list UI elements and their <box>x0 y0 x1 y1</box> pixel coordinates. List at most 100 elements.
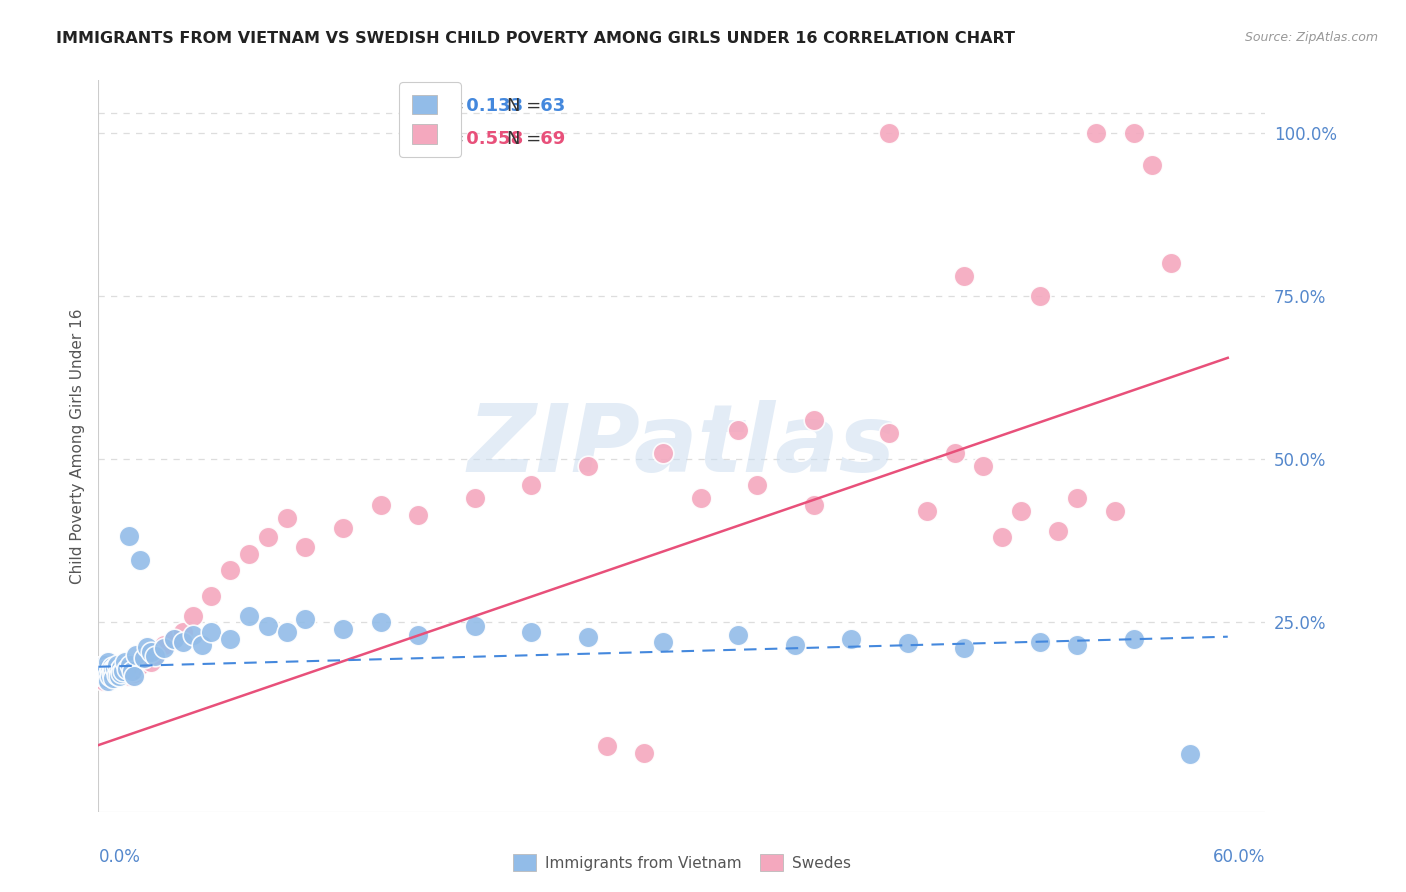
Point <box>464 491 486 506</box>
Point <box>1066 491 1088 506</box>
Point <box>93 666 115 681</box>
Point <box>115 661 138 675</box>
Text: R =: R = <box>432 97 470 115</box>
Point <box>98 665 121 679</box>
Point <box>89 665 111 679</box>
Point <box>1160 256 1182 270</box>
Point <box>93 674 115 689</box>
Point <box>100 671 122 685</box>
Point <box>121 659 143 673</box>
Point <box>120 657 142 672</box>
Text: N =: N = <box>508 97 547 115</box>
Point <box>877 126 900 140</box>
Point <box>803 413 825 427</box>
Point <box>121 665 143 679</box>
Point <box>105 659 128 673</box>
Point <box>104 661 127 675</box>
Point <box>128 553 150 567</box>
Y-axis label: Child Poverty Among Girls Under 16: Child Poverty Among Girls Under 16 <box>69 309 84 583</box>
Point <box>125 662 148 676</box>
Point <box>100 659 122 673</box>
Point <box>1010 504 1032 518</box>
Point <box>91 669 114 683</box>
Point <box>238 608 260 623</box>
Point <box>114 655 136 669</box>
Point <box>181 628 204 642</box>
Point <box>98 669 121 683</box>
Point <box>125 648 148 662</box>
Point <box>143 648 166 662</box>
Point <box>1085 126 1108 140</box>
Point <box>94 667 117 681</box>
Point <box>953 269 976 284</box>
Point <box>120 669 142 683</box>
Point <box>191 638 214 652</box>
Point <box>1142 158 1164 172</box>
Text: IMMIGRANTS FROM VIETNAM VS SWEDISH CHILD POVERTY AMONG GIRLS UNDER 16 CORRELATIO: IMMIGRANTS FROM VIETNAM VS SWEDISH CHILD… <box>56 31 1015 46</box>
Point <box>1028 635 1050 649</box>
Point <box>98 661 121 675</box>
Point <box>100 666 122 681</box>
Point <box>689 491 711 506</box>
Point <box>111 662 134 676</box>
Point <box>897 636 920 650</box>
Point <box>727 628 749 642</box>
Point <box>256 530 278 544</box>
Point <box>943 445 966 459</box>
Point <box>200 589 222 603</box>
Point <box>408 628 430 642</box>
Point <box>972 458 994 473</box>
Point <box>110 657 132 672</box>
Point <box>803 498 825 512</box>
Point <box>132 651 155 665</box>
Point <box>117 665 139 679</box>
Point <box>163 632 186 646</box>
Text: 0.133: 0.133 <box>460 97 523 115</box>
Point <box>1178 747 1201 762</box>
Point <box>332 622 354 636</box>
Point <box>1122 632 1144 646</box>
Point <box>332 521 354 535</box>
Text: 60.0%: 60.0% <box>1213 847 1265 865</box>
Point <box>633 746 655 760</box>
Legend: Immigrants from Vietnam, Swedes: Immigrants from Vietnam, Swedes <box>506 848 858 877</box>
Point <box>181 608 204 623</box>
Point <box>953 641 976 656</box>
Text: 69: 69 <box>534 130 565 148</box>
Point <box>276 511 298 525</box>
Point <box>172 635 194 649</box>
Point <box>143 649 166 664</box>
Point <box>108 665 131 679</box>
Point <box>100 666 122 681</box>
Point <box>139 655 162 669</box>
Point <box>595 739 617 754</box>
Point <box>115 662 138 676</box>
Point <box>105 657 128 672</box>
Point <box>219 563 242 577</box>
Point <box>117 529 139 543</box>
Text: 0.0%: 0.0% <box>98 847 141 865</box>
Point <box>103 662 125 676</box>
Point <box>408 508 430 522</box>
Point <box>1122 126 1144 140</box>
Point <box>93 657 115 672</box>
Text: N =: N = <box>508 130 547 148</box>
Point <box>122 666 145 681</box>
Point <box>1104 504 1126 518</box>
Point <box>1066 638 1088 652</box>
Point <box>139 645 162 659</box>
Point <box>464 618 486 632</box>
Text: Source: ZipAtlas.com: Source: ZipAtlas.com <box>1244 31 1378 45</box>
Point <box>219 632 242 646</box>
Text: 0.558: 0.558 <box>460 130 523 148</box>
Point <box>576 630 599 644</box>
Point <box>370 615 392 630</box>
Point <box>877 425 900 440</box>
Point <box>103 671 125 685</box>
Point <box>294 540 316 554</box>
Point <box>163 632 186 646</box>
Point <box>520 625 543 640</box>
Point <box>105 667 128 681</box>
Point <box>1028 289 1050 303</box>
Point <box>520 478 543 492</box>
